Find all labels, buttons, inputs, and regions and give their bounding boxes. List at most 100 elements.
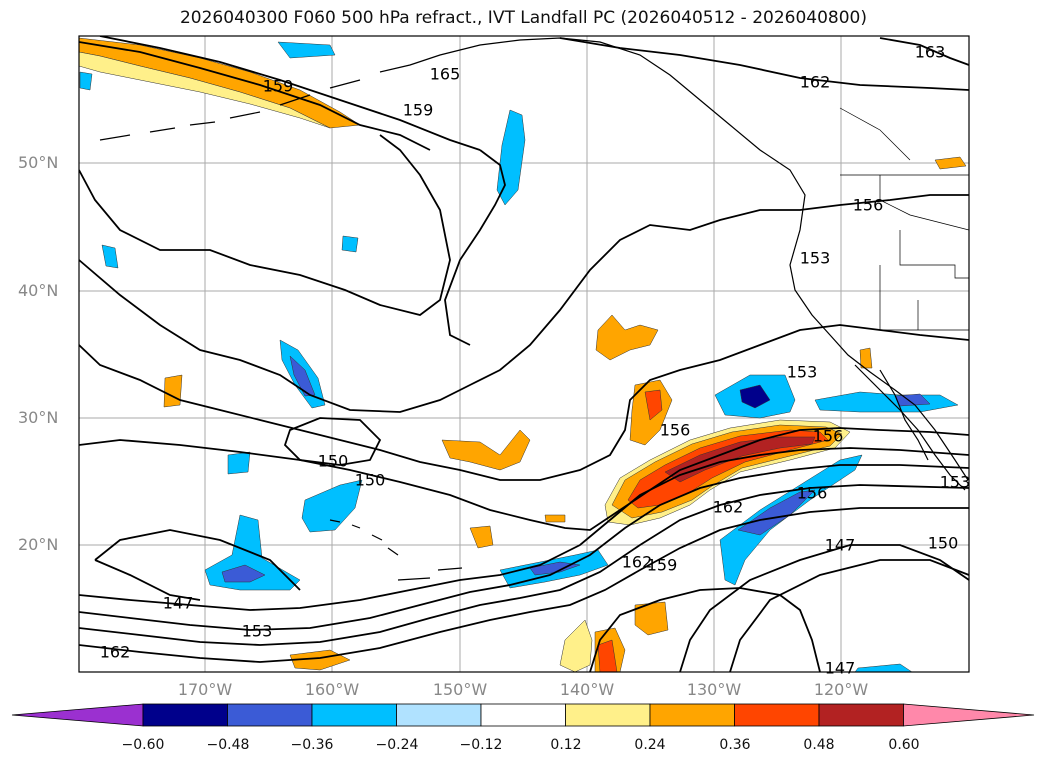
- fill-orange-spot-3: [544, 514, 566, 523]
- colorbar: [11, 703, 1035, 727]
- coastlines: [99, 37, 969, 581]
- lon-label-130w: 130°W: [686, 680, 742, 699]
- contour-163-ne: [879, 37, 969, 66]
- contour-west-2: [79, 194, 969, 413]
- contour-159-aleutian: [79, 41, 431, 151]
- colorbar-swatch-3: [311, 703, 397, 727]
- lat-label-40n: 40°N: [18, 281, 59, 300]
- lon-label-170w: 170°W: [177, 680, 233, 699]
- contour-label: 162: [621, 552, 653, 572]
- contour-label: 150: [317, 451, 349, 471]
- map-title: 2026040300 F060 500 hPa refract., IVT La…: [179, 8, 867, 28]
- contour-147-west: [94, 529, 301, 601]
- fill-orange-south-1: [559, 619, 593, 672]
- mexico-coast: [854, 364, 966, 491]
- contour-label: 147: [162, 593, 194, 613]
- contour-ar-2: [79, 464, 969, 631]
- contour-150-se: [729, 559, 969, 672]
- colorbar-swatch-4: [396, 703, 482, 727]
- hawaii-islands: [329, 519, 399, 556]
- contour-label: 165: [429, 64, 461, 84]
- contour-label: 162: [99, 642, 131, 662]
- small-islands: [397, 567, 463, 581]
- contour-label: 159: [262, 76, 294, 96]
- colorbar-extend-low: [11, 703, 144, 727]
- state-border-3: [899, 230, 969, 279]
- lon-label-160w: 160°W: [304, 680, 360, 699]
- contour-north-loop-2: [444, 149, 506, 346]
- fill-blue-ar-south-dark: [737, 489, 816, 536]
- lon-label-140w: 140°W: [559, 680, 615, 699]
- contour-label: 153: [241, 621, 273, 641]
- contour-ar-4: [79, 507, 969, 663]
- fill-red-south: [597, 639, 618, 672]
- contour-label: 153: [786, 362, 818, 382]
- contour-south-loop: [589, 587, 821, 672]
- contour-west-loop: [79, 134, 451, 316]
- colorbar-tick-8: 0.48: [803, 737, 835, 753]
- colorbar-extend-high: [903, 703, 1035, 727]
- fill-aleutian-yellow: [79, 51, 331, 129]
- colorbar-swatch-5: [480, 703, 566, 727]
- lon-label-150w: 150°W: [432, 680, 488, 699]
- colorbar-tick-0: −0.60: [121, 737, 165, 753]
- state-border-1: [839, 107, 911, 161]
- contour-label: 147: [824, 658, 856, 678]
- state-border-2: [879, 175, 969, 231]
- fill-orange-spot-2: [469, 525, 494, 549]
- colorbar-tick-6: 0.24: [634, 737, 666, 753]
- contour-label: 156: [796, 483, 828, 503]
- fill-orange-south-3: [634, 601, 669, 636]
- contour-label: 162: [799, 72, 831, 92]
- contour-label: 156: [852, 195, 884, 215]
- colorbar-tick-3: −0.24: [375, 737, 419, 753]
- fill-blue-spot-2: [341, 235, 359, 253]
- lat-label-30n: 30°N: [18, 408, 59, 427]
- lon-label-120w: 120°W: [813, 680, 869, 699]
- contour-label: 153: [939, 472, 971, 492]
- aleutian-islands: [99, 79, 361, 141]
- lat-label-20n: 20°N: [18, 535, 59, 554]
- fill-blue-hawaii: [301, 479, 363, 533]
- contour-label: 156: [812, 426, 844, 446]
- baja: [879, 369, 929, 461]
- colorbar-swatch-1: [142, 703, 228, 727]
- contour-mid-loop: [283, 417, 382, 466]
- colorbar-swatch-9: [818, 703, 904, 727]
- colorbar-swatch-2: [227, 703, 313, 727]
- fill-aleutian-blue: [79, 71, 93, 91]
- fill-orange-spot-1: [163, 374, 183, 408]
- fill-ar-darkred: [664, 436, 816, 483]
- colorbar-tick-7: 0.36: [719, 737, 751, 753]
- fill-orange-coast-1: [595, 314, 659, 361]
- contour-label: 159: [402, 100, 434, 120]
- fill-blue-southeast: [854, 663, 913, 672]
- fill-orange-mid: [441, 429, 531, 471]
- plot-frame: [78, 35, 970, 673]
- contour-ar-1: [79, 447, 969, 611]
- contour-label: 162: [712, 497, 744, 517]
- fill-orange-nw-coast: [934, 156, 967, 170]
- colorbar-tick-1: −0.48: [206, 737, 250, 753]
- contour-label: 150: [927, 533, 959, 553]
- fill-blue-south-dark: [221, 564, 266, 583]
- colorbar-tick-5: 0.12: [550, 737, 582, 753]
- fill-orange-spot-4: [859, 347, 873, 369]
- contour-label: 163: [914, 42, 946, 62]
- contour-162-north: [559, 37, 969, 91]
- contour-165-north: [99, 36, 481, 151]
- contour-label: 153: [799, 248, 831, 268]
- colorbar-swatch-8: [734, 703, 820, 727]
- fill-red-coast-2: [644, 389, 663, 421]
- colorbar-tick-4: −0.12: [459, 737, 503, 753]
- fill-gulf-blue-top: [277, 41, 336, 59]
- fill-blue-ar-top-dark: [739, 384, 771, 409]
- contour-ar-3: [79, 484, 969, 646]
- colorbar-swatch-7: [649, 703, 735, 727]
- contour-150-west: [79, 324, 969, 481]
- colorbar-tick-2: −0.36: [290, 737, 334, 753]
- fill-blue-spot-1: [101, 244, 119, 269]
- contour-153-mid: [79, 427, 969, 531]
- colorbar-tick-9: 0.60: [888, 737, 920, 753]
